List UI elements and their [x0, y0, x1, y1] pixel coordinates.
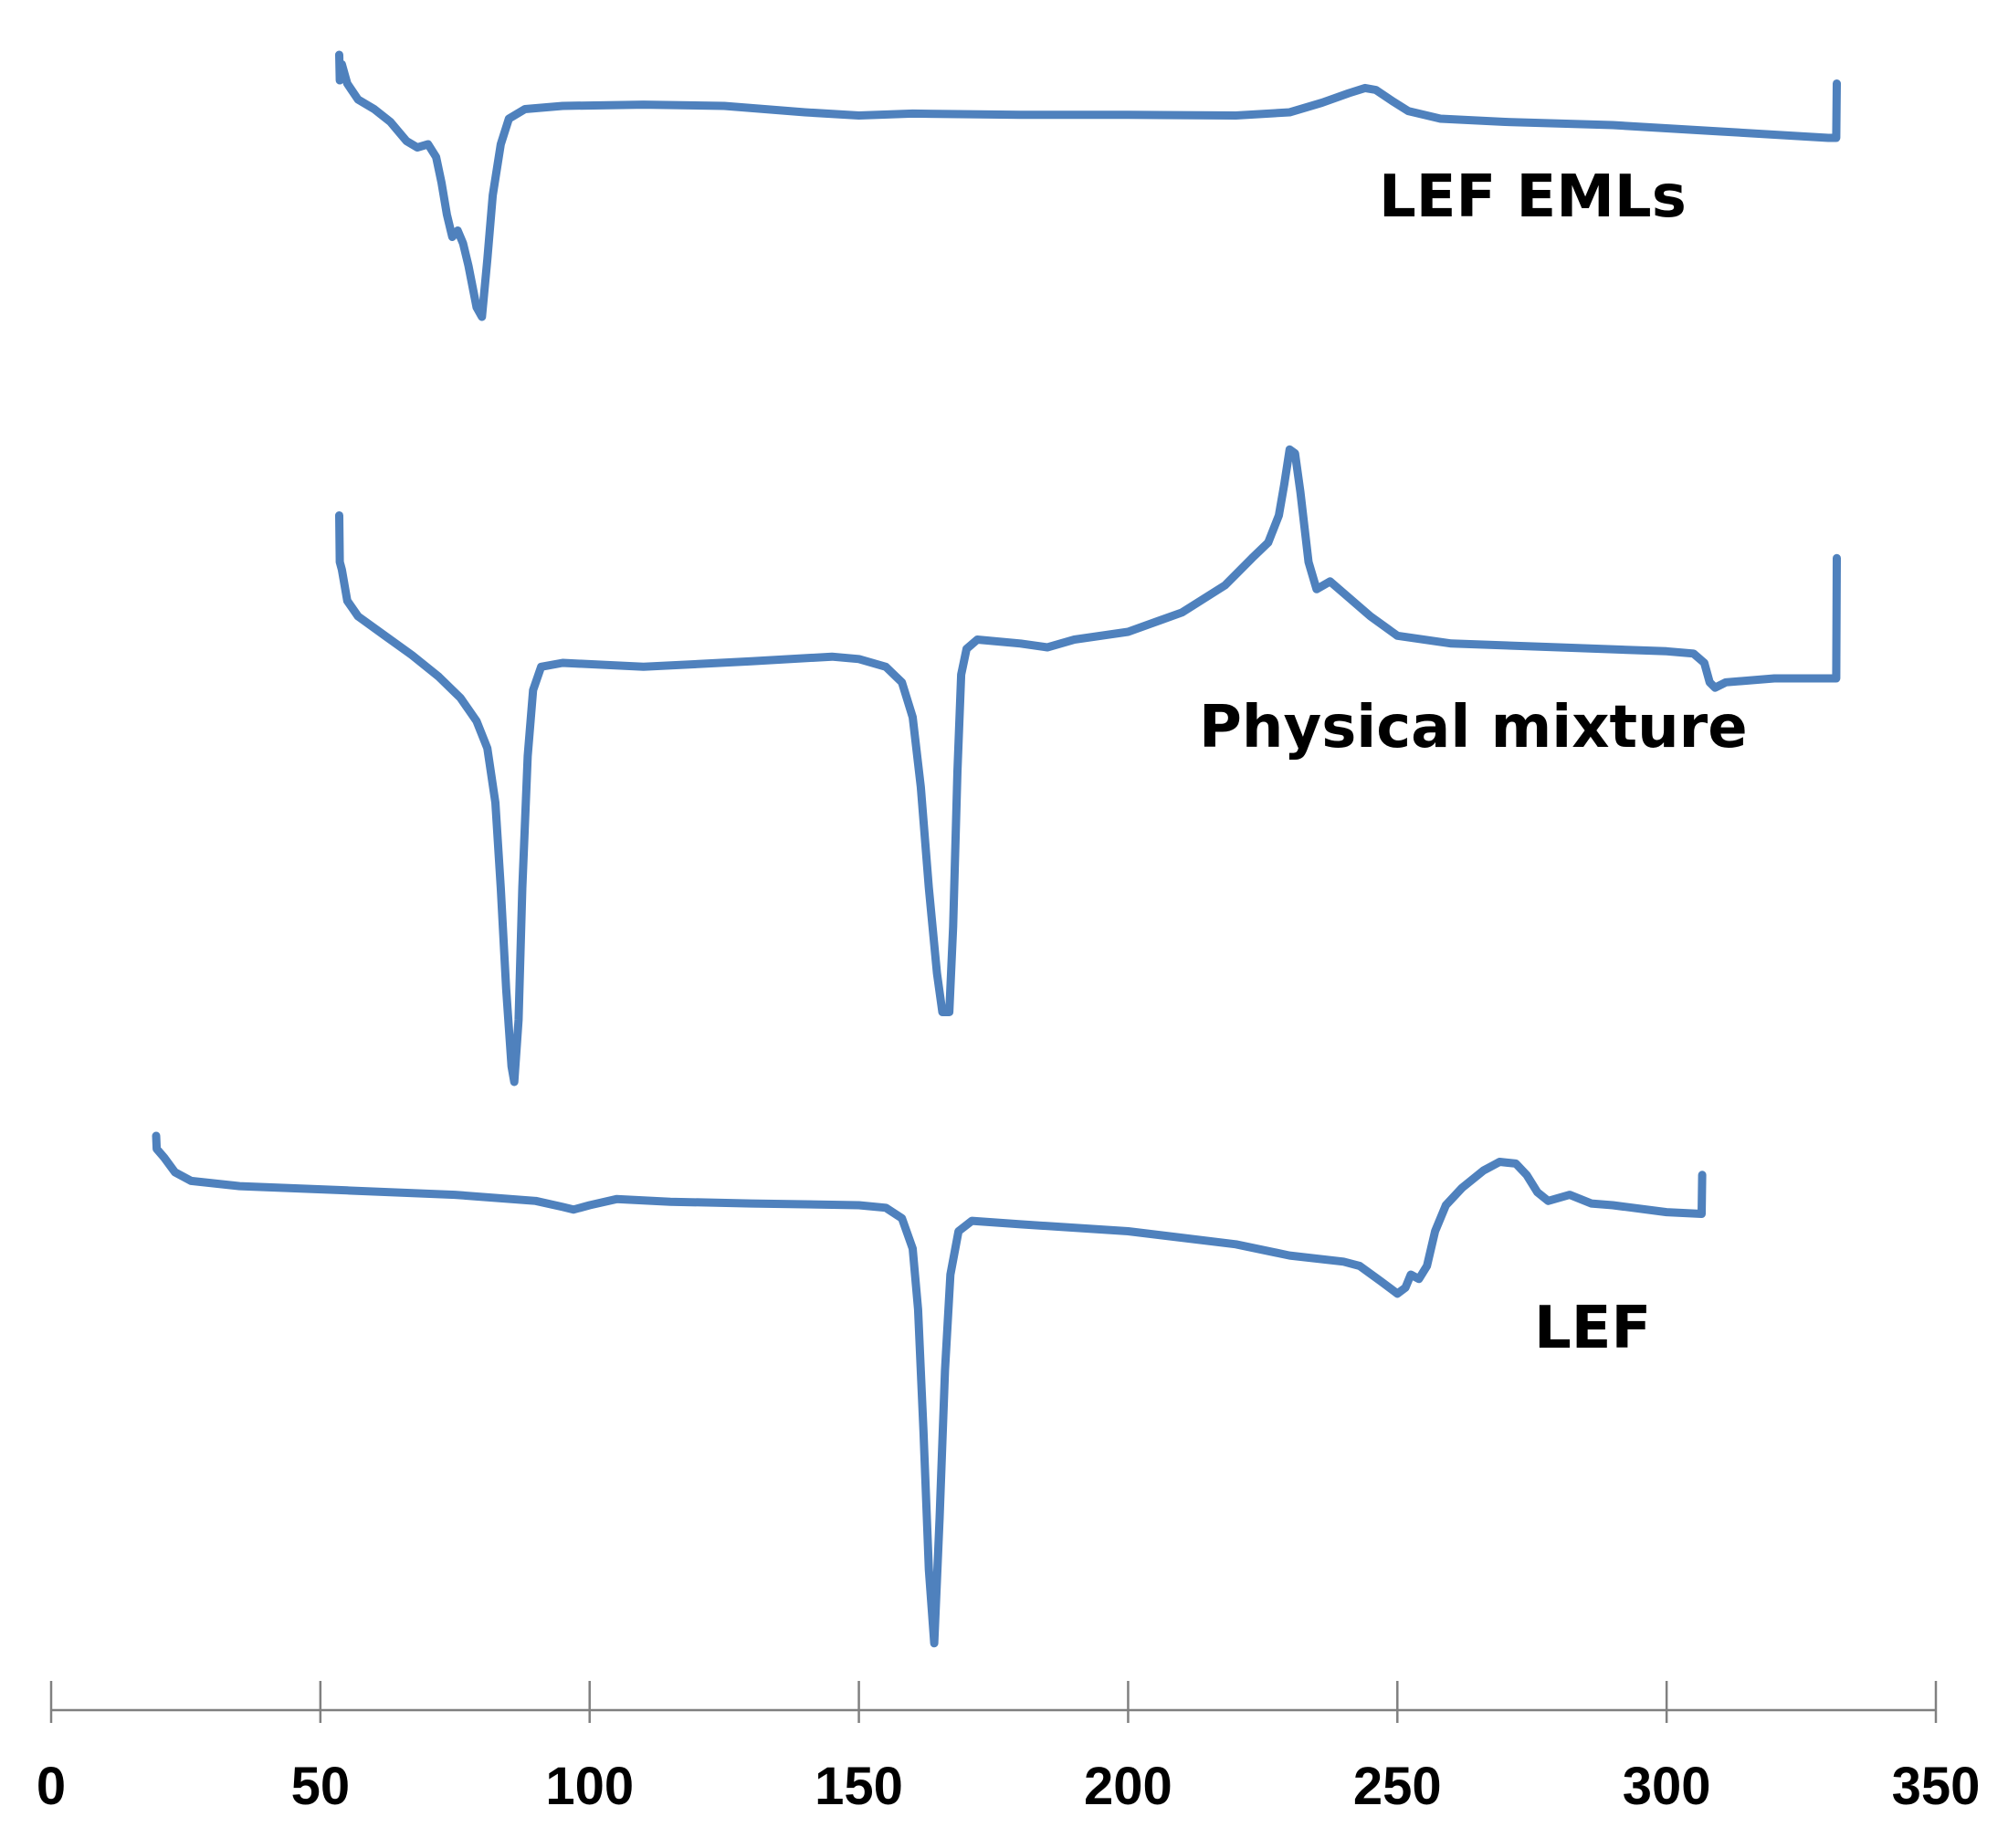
series-lines [152, 50, 1841, 1648]
series-line-lef [152, 1131, 1707, 1648]
x-tick-label-100: 100 [545, 1757, 634, 1816]
x-tick-label-50: 50 [291, 1757, 351, 1816]
x-axis-ticks: 0 50 100 150 200 250 300 350 [37, 1681, 1981, 1816]
x-tick-label-350: 350 [1892, 1757, 1981, 1816]
series-line-lef-emls [335, 50, 1841, 321]
x-tick-label-300: 300 [1623, 1757, 1711, 1816]
series-line-physical-mixture [335, 445, 1841, 1087]
series-labels: LEF EMLs Physical mixture LEF [1199, 163, 1748, 1362]
x-tick-label-200: 200 [1084, 1757, 1172, 1816]
series-label-lef-emls: LEF EMLs [1379, 163, 1687, 231]
x-axis: 0 50 100 150 200 250 300 350 [37, 1681, 1981, 1816]
series-label-lef: LEF [1534, 1295, 1651, 1362]
x-tick-label-150: 150 [815, 1757, 903, 1816]
x-tick-label-0: 0 [37, 1757, 66, 1816]
x-tick-label-250: 250 [1353, 1757, 1442, 1816]
series-label-physical-mixture: Physical mixture [1199, 694, 1748, 761]
